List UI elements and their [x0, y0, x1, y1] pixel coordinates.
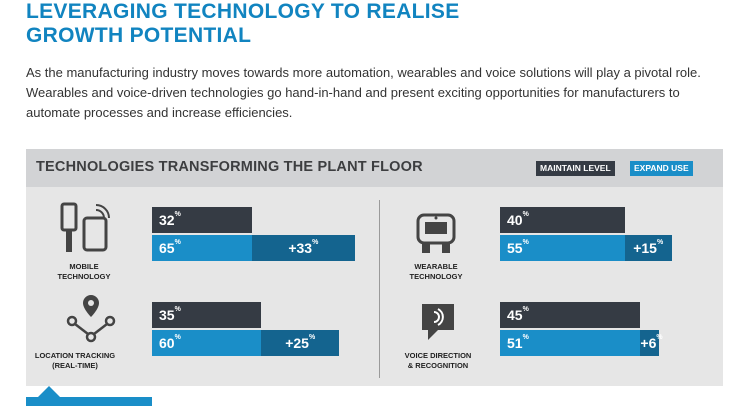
- bar-maintain-voice: 45%: [500, 302, 641, 328]
- bar-value-label: 51%: [507, 334, 529, 351]
- title-line-2: GROWTH POTENTIAL: [26, 24, 252, 47]
- legend-expand-use: EXPAND USE: [630, 161, 693, 176]
- bar-value-label: 65%: [159, 239, 181, 256]
- wearable-device-icon: [416, 213, 456, 253]
- chart-header: TECHNOLOGIES TRANSFORMING THE PLANT FLOO…: [26, 149, 723, 187]
- bar-expand-mobile: 65%: [152, 235, 252, 261]
- bar-expand-wearable: 55%: [500, 235, 625, 261]
- category-label-wearable: WEARABLE TECHNOLOGY: [409, 262, 463, 281]
- bar-maintain-wearable: 40%: [500, 207, 625, 233]
- mobile-devices-icon: [60, 202, 110, 252]
- bar-value-label: 55%: [507, 239, 529, 256]
- chart-panel: TECHNOLOGIES TRANSFORMING THE PLANT FLOO…: [26, 149, 723, 386]
- bar-value-label: 60%: [159, 334, 181, 351]
- bar-difference-location: +25%: [261, 330, 340, 356]
- page-title: LEVERAGING TECHNOLOGY TO REALISE GROWTH …: [26, 0, 626, 48]
- bar-value-label: +25%: [285, 334, 316, 351]
- intro-paragraph: As the manufacturing industry moves towa…: [26, 65, 701, 120]
- bar-difference-voice: +6%: [640, 330, 663, 356]
- chart-title: TECHNOLOGIES TRANSFORMING THE PLANT FLOO…: [36, 159, 423, 175]
- bar-value-label: 40%: [507, 211, 529, 228]
- bar-value-label: 32%: [159, 211, 181, 228]
- bar-value-label: +33%: [288, 239, 319, 256]
- category-label-voice: VOICE DIRECTION & RECOGNITION: [404, 351, 472, 370]
- bar-maintain-location: 35%: [152, 302, 262, 328]
- footer-tab: [26, 397, 152, 406]
- bar-maintain-mobile: 32%: [152, 207, 252, 233]
- bar-value-label: +6%: [640, 334, 663, 351]
- bar-difference-mobile: +33%: [251, 235, 355, 261]
- title-line-1: LEVERAGING TECHNOLOGY TO REALISE: [26, 0, 460, 23]
- bar-expand-location: 60%: [152, 330, 262, 356]
- location-tracking-icon: [66, 295, 116, 343]
- footer-tab-notch: [38, 386, 60, 397]
- bar-difference-wearable: +15%: [624, 235, 672, 261]
- legend-maintain-level: MAINTAIN LEVEL: [536, 161, 615, 176]
- bar-expand-voice: 51%: [500, 330, 641, 356]
- chart-divider: [379, 200, 380, 378]
- category-label-mobile: MOBILE TECHNOLOGY: [57, 262, 111, 281]
- category-label-location: LOCATION TRACKING (REAL-TIME): [34, 351, 116, 370]
- bar-value-label: +15%: [633, 239, 664, 256]
- voice-recognition-icon: [422, 304, 454, 340]
- bar-value-label: 35%: [159, 306, 181, 323]
- bar-value-label: 45%: [507, 306, 529, 323]
